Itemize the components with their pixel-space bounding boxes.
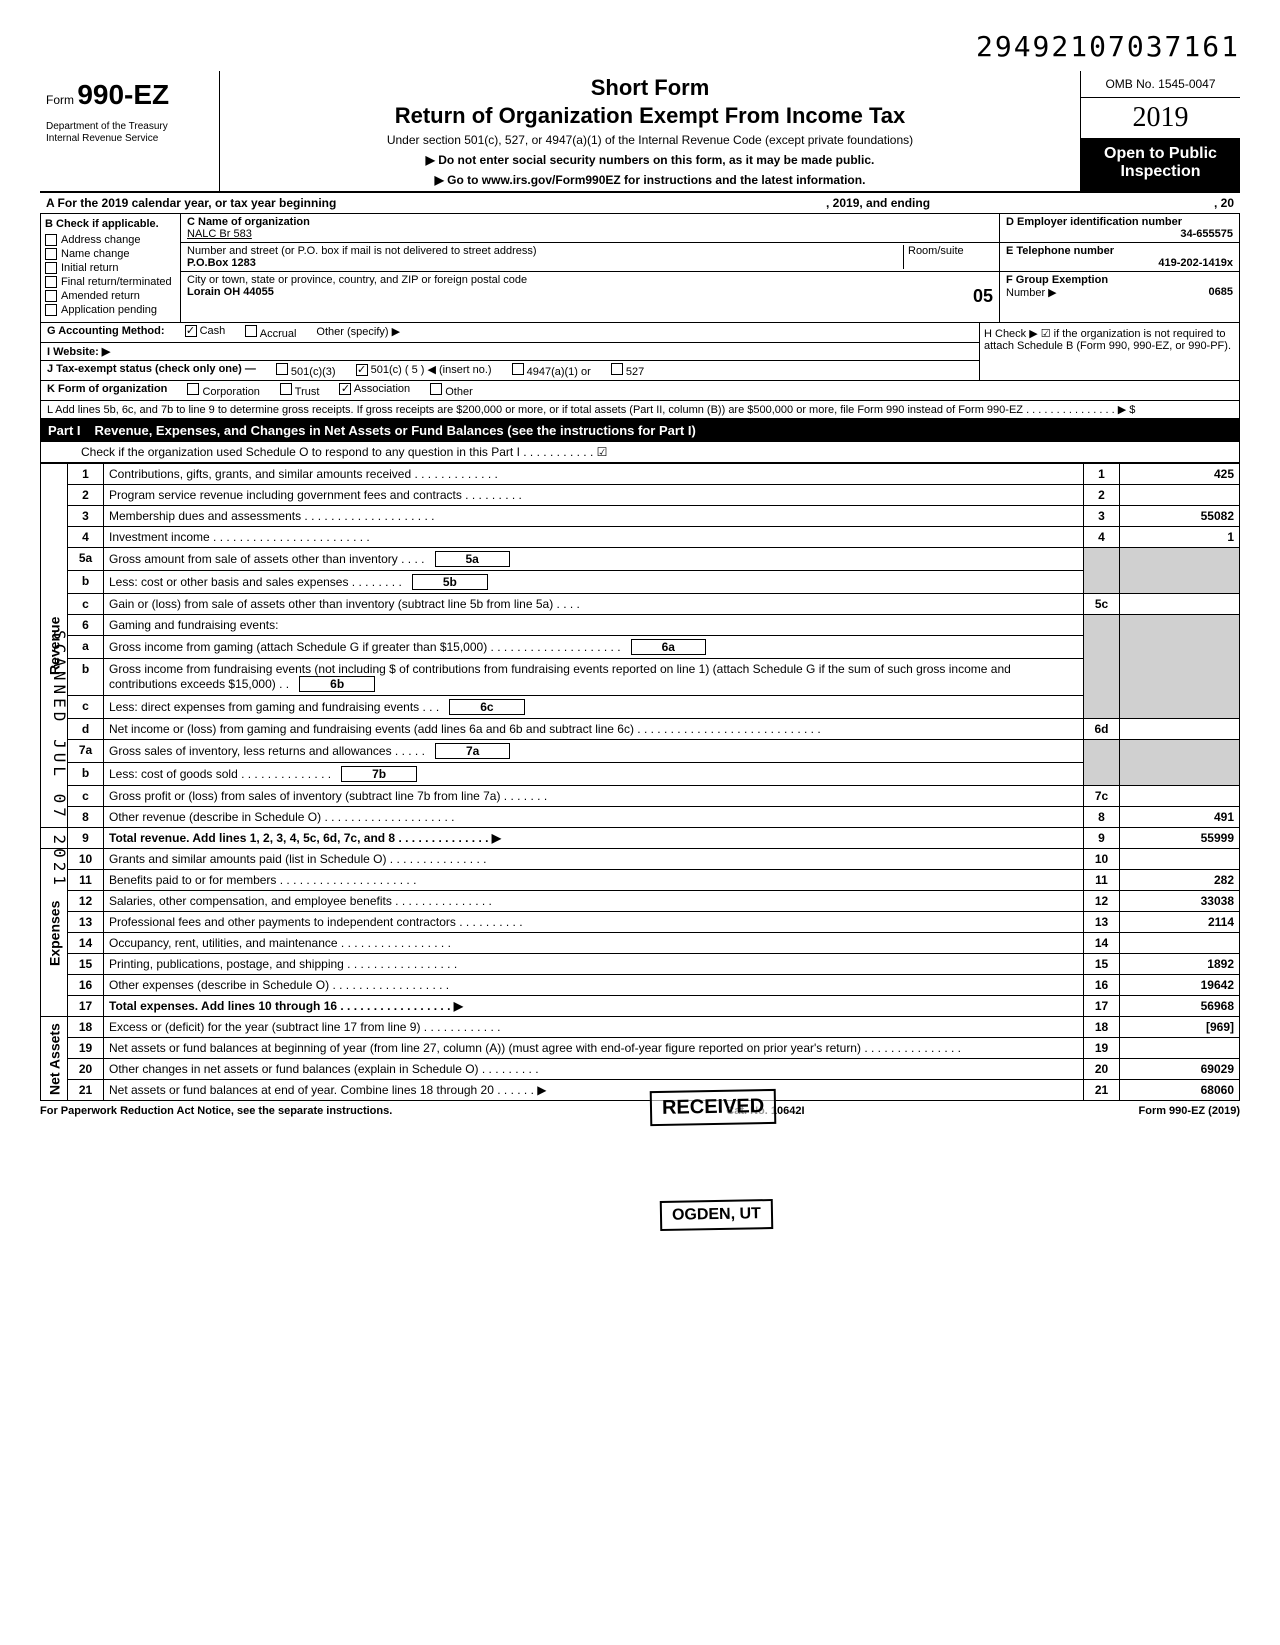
- group-exemption-value: 0685: [1209, 286, 1233, 299]
- chk-trust[interactable]: [280, 383, 292, 395]
- part-1-check-line: Check if the organization used Schedule …: [40, 442, 1240, 463]
- city-label: City or town, state or province, country…: [187, 274, 993, 286]
- chk-amended[interactable]: [45, 290, 57, 302]
- address-label: Number and street (or P.O. box if mail i…: [187, 245, 903, 257]
- group-exemption-label: F Group Exemption: [1006, 274, 1108, 286]
- ein-label: D Employer identification number: [1006, 216, 1182, 228]
- chk-cash[interactable]: [185, 325, 197, 337]
- chk-501c[interactable]: [356, 364, 368, 376]
- org-info-grid: B Check if applicable. Address change Na…: [40, 214, 1240, 323]
- ogden-stamp: OGDEN, UT: [660, 1199, 773, 1231]
- form-header: Form 990-EZ Department of the Treasury I…: [40, 71, 1240, 193]
- open-public-badge: Open to Public Inspection: [1081, 139, 1240, 191]
- chk-final-return[interactable]: [45, 276, 57, 288]
- chk-association[interactable]: [339, 383, 351, 395]
- row-h: H Check ▶ ☑ if the organization is not r…: [979, 323, 1239, 380]
- chk-application-pending[interactable]: [45, 304, 57, 316]
- ein-value: 34-655575: [1006, 228, 1233, 240]
- row-a-calendar-year: A For the 2019 calendar year, or tax yea…: [40, 193, 1240, 214]
- city-value: Lorain OH 44055: [187, 286, 274, 307]
- instruction-ssn: ▶ Do not enter social security numbers o…: [228, 153, 1072, 167]
- room-suite-label: Room/suite: [908, 245, 993, 257]
- chk-initial-return[interactable]: [45, 262, 57, 274]
- revenue-side-label: Revenue: [41, 464, 68, 828]
- document-number: 29492107037161: [40, 30, 1240, 63]
- expenses-side-label: Expenses: [41, 849, 68, 1017]
- website-label: I Website: ▶: [47, 345, 110, 358]
- phone-value: 419-202-1419x: [1006, 257, 1233, 269]
- netassets-side-label: Net Assets: [41, 1017, 68, 1101]
- chk-other[interactable]: [430, 383, 442, 395]
- title-return: Return of Organization Exempt From Incom…: [228, 103, 1072, 129]
- tax-year: 2019: [1081, 98, 1240, 139]
- part-1-table: Revenue 1Contributions, gifts, grants, a…: [40, 463, 1240, 1101]
- subtitle: Under section 501(c), 527, or 4947(a)(1)…: [228, 133, 1072, 147]
- chk-accrual[interactable]: [245, 325, 257, 337]
- form-label: Form 990-EZ: [46, 79, 213, 111]
- received-stamp: RECEIVED: [650, 1089, 777, 1126]
- phone-label: E Telephone number: [1006, 245, 1114, 257]
- suite-value: 05: [973, 286, 993, 307]
- dept-treasury: Department of the Treasury Internal Reve…: [46, 121, 213, 145]
- chk-corporation[interactable]: [187, 383, 199, 395]
- address-value: P.O.Box 1283: [187, 257, 903, 269]
- part-1-header: Part I Revenue, Expenses, and Changes in…: [40, 419, 1240, 442]
- row-l: L Add lines 5b, 6c, and 7b to line 9 to …: [41, 400, 1239, 418]
- page-footer: For Paperwork Reduction Act Notice, see …: [40, 1101, 1240, 1117]
- section-c-name-label: C Name of organization: [187, 216, 993, 228]
- rows-ghijkl: G Accounting Method: Cash Accrual Other …: [40, 323, 1240, 419]
- chk-address-change[interactable]: [45, 234, 57, 246]
- instruction-url: ▶ Go to www.irs.gov/Form990EZ for instru…: [228, 173, 1072, 187]
- org-name: NALC Br 583: [187, 228, 993, 240]
- chk-527[interactable]: [611, 363, 623, 375]
- title-short-form: Short Form: [228, 75, 1072, 101]
- chk-4947[interactable]: [512, 363, 524, 375]
- chk-501c3[interactable]: [276, 363, 288, 375]
- section-b-header: B Check if applicable.: [45, 218, 176, 230]
- chk-name-change[interactable]: [45, 248, 57, 260]
- omb-number: OMB No. 1545-0047: [1081, 71, 1240, 98]
